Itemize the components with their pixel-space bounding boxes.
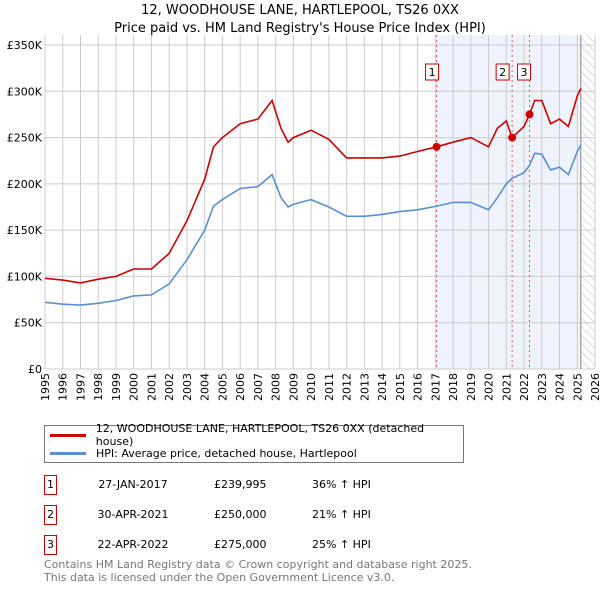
forecast-hatch (580, 35, 595, 369)
y-tick-label: £350K (7, 39, 43, 52)
x-tick-label: 1998 (92, 373, 105, 401)
x-tick-label: 1996 (57, 373, 70, 401)
sale-marker-box (425, 63, 440, 81)
sale-marker-box (495, 63, 510, 81)
transaction-price: £275,000 (214, 538, 267, 551)
y-tick-label: £250K (7, 132, 43, 145)
legend-label: 12, WOODHOUSE LANE, HARTLEPOOL, TS26 0XX… (95, 422, 425, 448)
x-tick-label: 2016 (412, 373, 425, 401)
sale-marker-label: 3 (521, 66, 528, 79)
x-tick-label: 2025 (571, 373, 584, 401)
y-tick-label: £100K (7, 270, 43, 283)
x-tick-label: 2002 (163, 373, 176, 401)
x-tick-label: 2015 (394, 373, 407, 401)
sale-point (525, 110, 534, 119)
sale-point (508, 133, 517, 142)
x-tick-label: 2003 (181, 373, 194, 401)
x-tick-label: 2024 (554, 373, 567, 401)
transaction-date: 22-APR-2022 (97, 538, 169, 551)
y-tick-label: £50K (14, 317, 43, 330)
x-tick-label: 2012 (341, 373, 354, 401)
x-tick-label: 1995 (39, 373, 52, 401)
transaction-date: 27-JAN-2017 (98, 478, 168, 491)
sale-marker-label: 2 (499, 66, 506, 79)
x-tick-label: 2009 (287, 373, 300, 401)
transaction-hpi: 36% ↑ HPI (312, 478, 371, 491)
footer-licence: This data is licensed under the Open Gov… (44, 571, 395, 584)
footer-copyright: Contains HM Land Registry data © Crown c… (44, 558, 472, 571)
x-tick-label: 2026 (589, 373, 600, 401)
x-tick-label: 2000 (128, 373, 141, 401)
transaction-marker: 2 (44, 505, 57, 525)
x-tick-label: 2018 (447, 373, 460, 401)
x-tick-label: 2013 (358, 373, 371, 401)
transaction-marker: 1 (44, 475, 57, 495)
x-tick-label: 2007 (252, 373, 265, 401)
y-tick-label: £150K (7, 224, 43, 237)
legend-swatch-blue (50, 451, 86, 455)
x-tick-label: 2008 (270, 373, 283, 401)
x-tick-label: 2023 (536, 373, 549, 401)
y-tick-label: £0 (28, 363, 42, 376)
x-tick-label: 2001 (145, 373, 158, 401)
legend-label: HPI: Average price, detached house, Hart… (96, 446, 357, 460)
transaction-date: 30-APR-2021 (97, 508, 169, 521)
x-tick-label: 2014 (376, 373, 389, 401)
legend-item-property: 12, WOODHOUSE LANE, HARTLEPOOL, TS26 0XX… (45, 422, 463, 448)
sale-marker-label: 1 (429, 66, 436, 79)
x-tick-label: 2006 (234, 373, 247, 401)
transaction-price: £239,995 (214, 478, 267, 491)
legend-item-hpi: HPI: Average price, detached house, Hart… (45, 445, 357, 461)
x-tick-label: 2010 (305, 373, 318, 401)
transaction-row: 1 27-JAN-2017 £239,995 36% ↑ HPI (44, 475, 544, 495)
transaction-price: £250,000 (214, 508, 267, 521)
chart-title: 12, WOODHOUSE LANE, HARTLEPOOL, TS26 0XX (141, 3, 459, 18)
x-tick-label: 2021 (500, 373, 513, 401)
sale-point (432, 142, 441, 151)
transaction-marker: 3 (44, 535, 57, 555)
x-tick-label: 2017 (429, 373, 442, 401)
x-tick-label: 2020 (483, 373, 496, 401)
x-tick-label: 2022 (518, 373, 531, 401)
legend-swatch-red (50, 433, 86, 437)
x-tick-label: 2005 (216, 373, 229, 401)
x-tick-label: 1999 (110, 373, 123, 401)
transaction-row: 3 22-APR-2022 £275,000 25% ↑ HPI (44, 535, 544, 555)
y-tick-label: £300K (7, 85, 43, 98)
chart-subtitle: Price paid vs. HM Land Registry's House … (114, 21, 486, 36)
x-tick-label: 2019 (465, 373, 478, 401)
price-chart: 1995 1996 1997 1998 1999 2000 2001 2002 2003 2004… (7, 35, 600, 401)
x-tick-label: 2011 (323, 373, 336, 401)
hpi-line (44, 144, 582, 306)
sale-marker-box (517, 63, 532, 81)
property-price-line (44, 88, 582, 284)
transaction-hpi: 21% ↑ HPI (312, 508, 371, 521)
chart-legend: 12, WOODHOUSE LANE, HARTLEPOOL, TS26 0XX… (44, 422, 464, 463)
y-tick-label: £200K (7, 178, 43, 191)
transaction-row: 2 30-APR-2021 £250,000 21% ↑ HPI (44, 505, 544, 525)
x-tick-label: 2004 (199, 373, 212, 401)
transaction-hpi: 25% ↑ HPI (312, 538, 371, 551)
footer: Contains HM Land Registry data © Crown c… (44, 558, 472, 584)
x-tick-label: 1997 (74, 373, 87, 401)
